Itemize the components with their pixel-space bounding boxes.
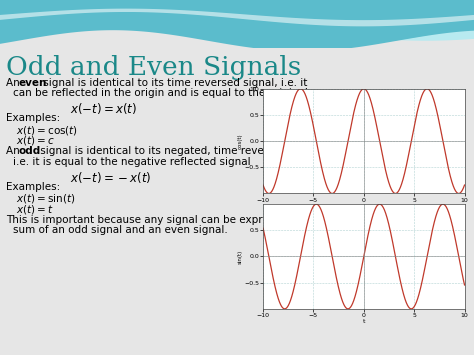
Text: signal is identical to its time reversed signal, i.e. it: signal is identical to its time reversed… (40, 78, 307, 88)
Text: $x(t) = t$: $x(t) = t$ (16, 203, 54, 216)
Text: $x(t) = \sin(t)$: $x(t) = \sin(t)$ (16, 192, 75, 206)
Text: $x(t) = \cos(t)$: $x(t) = \cos(t)$ (16, 124, 78, 137)
Text: even: even (19, 78, 47, 88)
Y-axis label: sin(t): sin(t) (237, 249, 243, 264)
Text: odd: odd (19, 147, 41, 157)
Text: $x(-t) = x(t)$: $x(-t) = x(t)$ (70, 102, 137, 116)
Text: Examples:: Examples: (6, 182, 60, 192)
Text: signal is identical to its negated, time reversed signal,: signal is identical to its negated, time… (37, 147, 324, 157)
Text: An: An (6, 147, 23, 157)
X-axis label: t: t (363, 204, 365, 209)
Polygon shape (0, 0, 474, 41)
Text: An: An (6, 78, 23, 88)
Text: i.e. it is equal to the negative reflected signal: i.e. it is equal to the negative reflect… (13, 157, 251, 167)
Text: This is important because any signal can be expressed as the: This is important because any signal can… (6, 215, 328, 225)
Polygon shape (0, 0, 474, 47)
Text: can be reflected in the origin and is equal to the original:: can be reflected in the origin and is eq… (13, 88, 311, 98)
X-axis label: t: t (363, 320, 365, 324)
Text: Examples:: Examples: (6, 114, 60, 124)
Text: Odd and Even Signals: Odd and Even Signals (6, 55, 301, 80)
Polygon shape (0, 0, 474, 51)
Polygon shape (0, 9, 474, 26)
Y-axis label: cos(t): cos(t) (237, 133, 243, 149)
Text: $x(t) = c$: $x(t) = c$ (16, 135, 55, 147)
Text: sum of an odd signal and an even signal.: sum of an odd signal and an even signal. (13, 225, 228, 235)
Text: $x(-t) = -x(t)$: $x(-t) = -x(t)$ (70, 170, 152, 185)
